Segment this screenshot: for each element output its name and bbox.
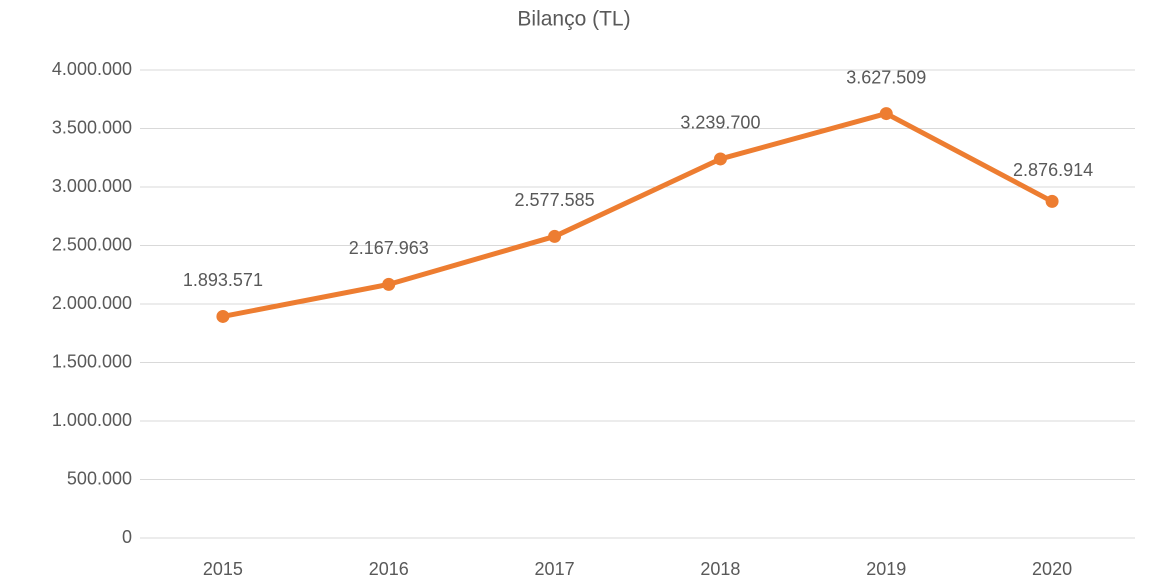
line xyxy=(220,111,1055,319)
y-tick-label: 4.000.000 xyxy=(52,59,132,79)
data-label: 3.239.700 xyxy=(680,113,760,133)
point xyxy=(382,277,396,291)
x-tick-label: 2018 xyxy=(700,559,740,579)
data-label: 3.627.509 xyxy=(846,67,926,87)
chart-title: Bilanço (TL) xyxy=(517,8,630,31)
x-tick-label: 2019 xyxy=(866,559,906,579)
data-label: 2.577.585 xyxy=(515,190,595,210)
point xyxy=(548,229,562,243)
y-tick-label: 2.500.000 xyxy=(52,234,132,254)
data-label: 2.876.914 xyxy=(1013,160,1093,180)
point xyxy=(216,309,230,323)
y-tick-label: 2.000.000 xyxy=(52,293,132,313)
y-tick-label: 500.000 xyxy=(67,468,132,488)
y-tick-label: 1.000.000 xyxy=(52,410,132,430)
x-tick-label: 2016 xyxy=(369,559,409,579)
x-tick-label: 2020 xyxy=(1032,559,1072,579)
point xyxy=(713,152,727,166)
data-label: 1.893.571 xyxy=(183,270,263,290)
y-tick-label: 3.000.000 xyxy=(52,176,132,196)
y-tick-label: 3.500.000 xyxy=(52,117,132,137)
y-tick-label: 1.500.000 xyxy=(52,351,132,371)
x-tick-label: 2015 xyxy=(203,559,243,579)
point xyxy=(1045,194,1059,208)
point xyxy=(879,107,893,121)
x-tick-label: 2017 xyxy=(535,559,575,579)
data-label: 2.167.963 xyxy=(349,238,429,258)
y-tick-label: 0 xyxy=(122,527,132,547)
